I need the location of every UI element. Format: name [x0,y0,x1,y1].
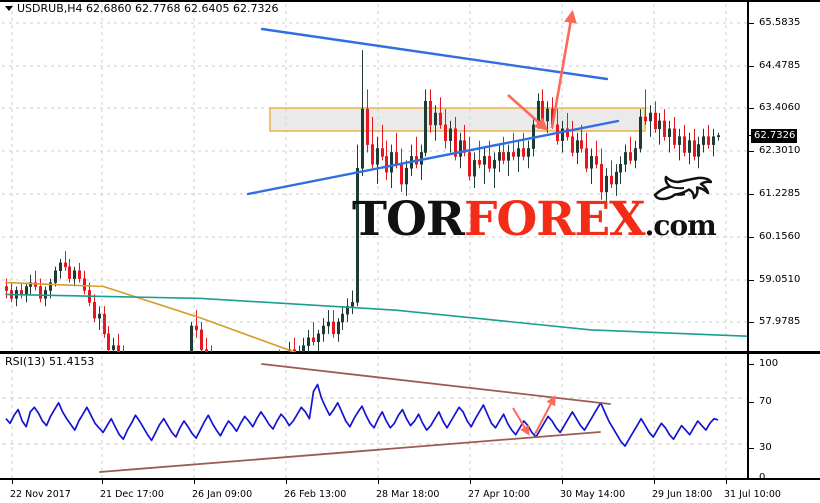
time-tick-label: 26 Feb 13:00 [284,489,347,500]
time-tick-label: 28 Mar 18:00 [376,489,440,500]
price-tick-label: 61.2285 [759,188,801,199]
price-chart-svg [2,4,747,352]
chart-header: USDRUB,H4 62.6860 62.7768 62.6405 62.732… [5,3,278,15]
price-tick-label: 63.4060 [759,102,801,113]
price-tick-label: 60.1560 [759,231,801,242]
price-tick-label: 57.9785 [759,316,801,327]
time-tick-mark [102,480,103,484]
time-tick-mark [470,480,471,484]
price-tick-mark [749,66,754,67]
rsi-tick-mark [749,478,754,479]
price-tick-label: 62.3010 [759,145,801,156]
price-panel: 65.5835 64.4785 63.4060 62.3010 61.2285 60.15… [0,0,820,352]
time-axis: 22 Nov 2017 21 Dec 17:00 26 Jan 09:00 26 Fe… [0,480,820,503]
rsi-tick-label: 30 [759,442,772,453]
price-tick-label: 64.4785 [759,60,801,71]
time-tick-mark [194,480,195,484]
time-tick-label: 29 Jun 18:00 [652,489,713,500]
rsi-chart-svg [2,356,747,480]
current-price-badge: 62.7326 [751,129,798,144]
price-tick-mark [749,280,754,281]
time-tick-label: 27 Apr 10:00 [468,489,530,500]
time-tick-mark [726,480,727,484]
chart-header-label: USDRUB,H4 62.6860 62.7768 62.6405 62.732… [17,2,279,15]
time-tick-label: 21 Dec 17:00 [100,489,164,500]
time-tick-mark [562,480,563,484]
rsi-tick-mark [749,402,754,403]
price-tick-label: 59.0510 [759,274,801,285]
triangle-down-icon[interactable] [5,5,13,11]
price-tick-label: 65.5835 [759,17,801,28]
time-tick-label: 31 Jul 10:00 [724,489,781,500]
price-tick-mark [749,151,754,152]
rsi-tick-mark [749,364,754,365]
current-price-tick [749,135,754,137]
rsi-tick-label: 0 [759,472,766,483]
rsi-plot-area[interactable] [2,356,747,480]
price-tick-mark [749,322,754,323]
time-tick-mark [654,480,655,484]
price-tick-mark [749,194,754,195]
rsi-tick-label: 70 [759,396,772,407]
rsi-header-label: RSI(13) 51.4153 [5,355,95,368]
price-axis: 65.5835 64.4785 63.4060 62.3010 61.2285 60.15… [747,2,820,351]
time-tick-label: 30 May 14:00 [560,489,626,500]
rsi-panel: 100 70 30 0 [0,352,820,483]
time-tick-label: 22 Nov 2017 [10,489,71,500]
rsi-tick-mark [749,448,754,449]
price-tick-mark [749,23,754,24]
time-tick-label: 26 Jan 09:00 [192,489,253,500]
price-plot-area[interactable] [2,4,747,352]
time-tick-mark [378,480,379,484]
price-tick-mark [749,237,754,238]
time-tick-mark [286,480,287,484]
time-tick-mark [12,480,13,484]
rsi-tick-label: 100 [759,358,779,369]
rsi-axis: 100 70 30 0 [747,354,820,483]
rsi-header: RSI(13) 51.4153 [5,356,94,368]
price-tick-mark [749,108,754,109]
